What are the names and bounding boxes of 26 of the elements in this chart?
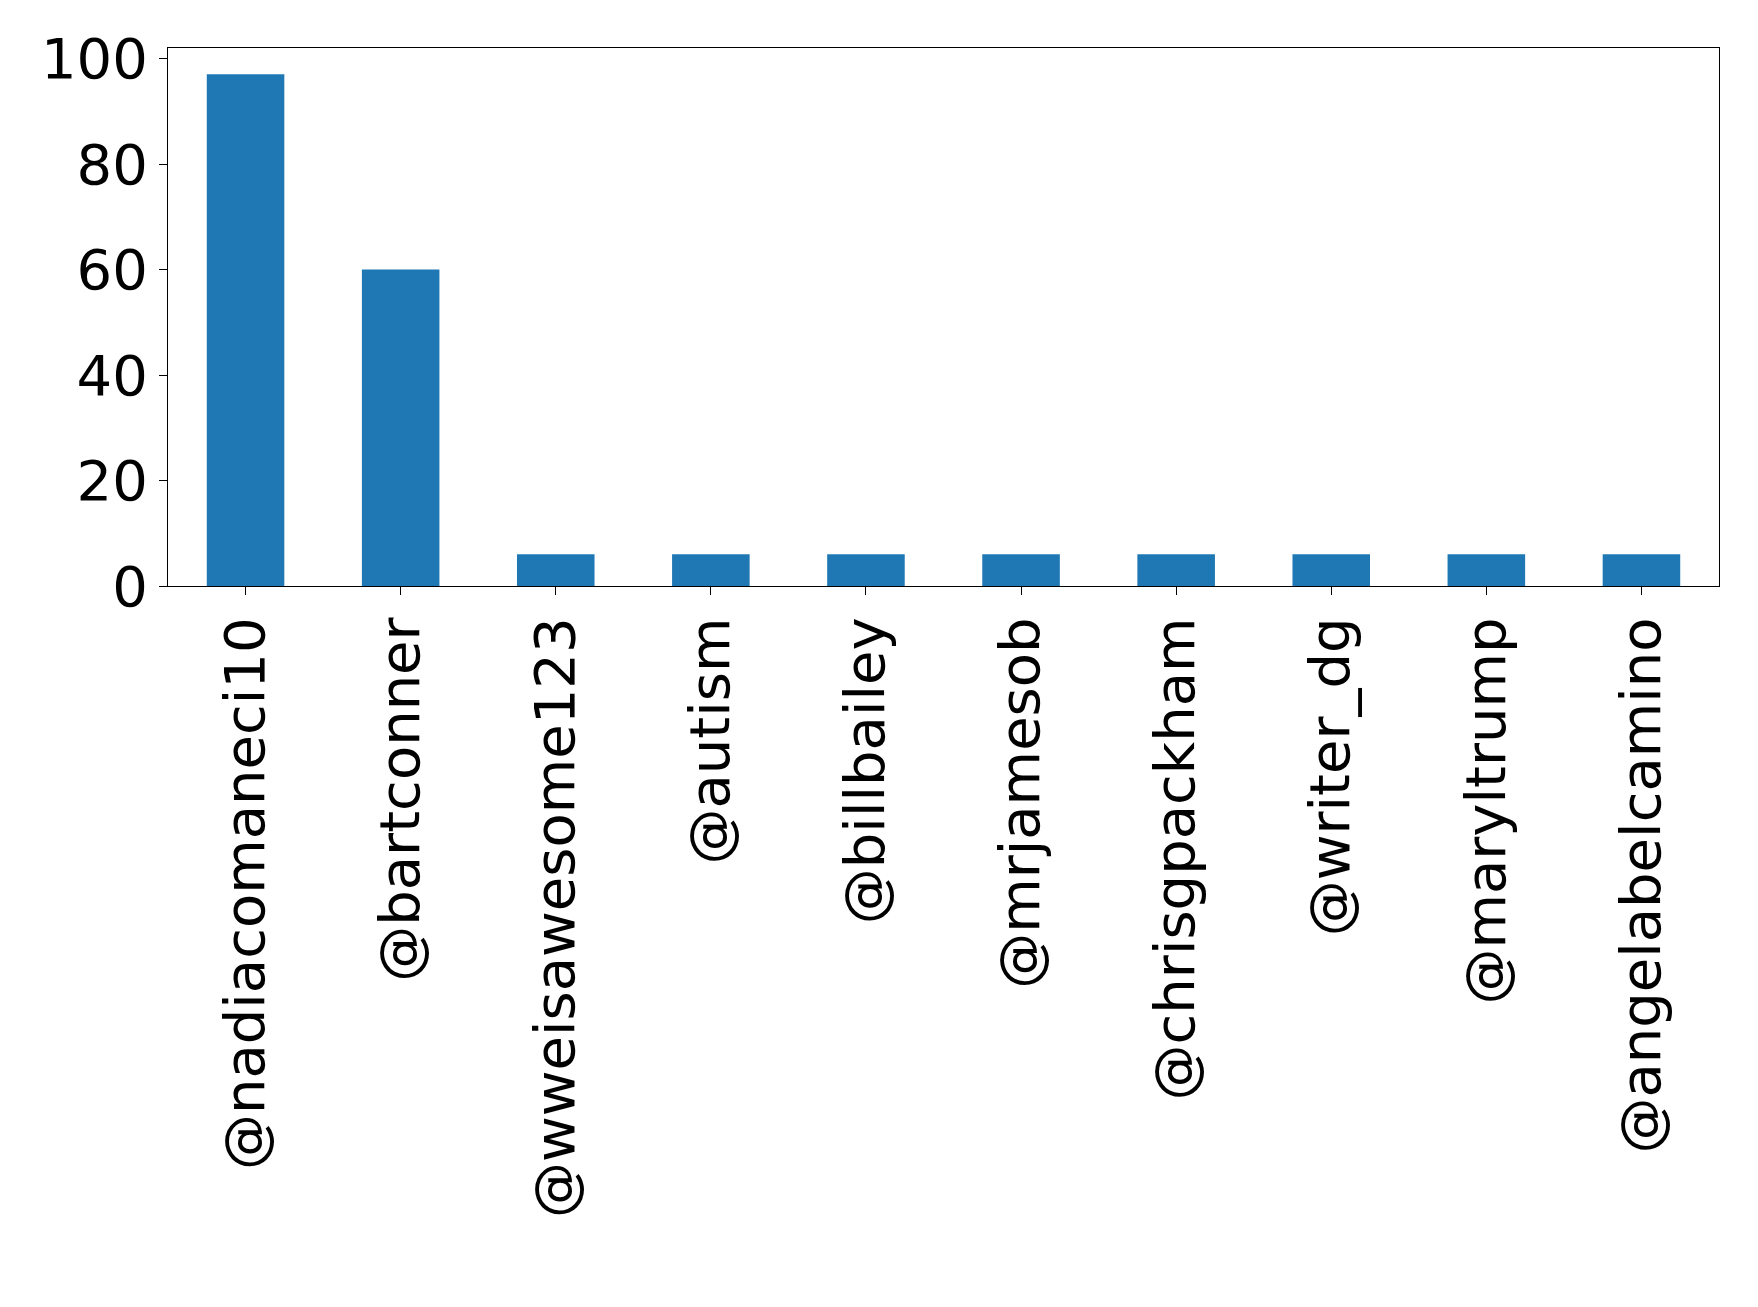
x-tick-label: @maryltrump bbox=[1452, 617, 1518, 1005]
bar bbox=[361, 269, 440, 586]
y-tick-label: 60 bbox=[76, 237, 148, 303]
x-tick-label: @writer_dg bbox=[1297, 617, 1363, 937]
bar bbox=[1292, 554, 1371, 586]
bar bbox=[516, 554, 595, 586]
y-tick-label: 40 bbox=[76, 342, 148, 408]
x-tick-label: @chrisgpackham bbox=[1142, 617, 1208, 1101]
y-tick-label: 20 bbox=[76, 448, 148, 514]
x-tick-label: @billbailey bbox=[832, 617, 898, 925]
bar bbox=[672, 554, 750, 586]
bar bbox=[827, 554, 905, 586]
y-tick-label: 80 bbox=[76, 131, 148, 197]
bar bbox=[1137, 554, 1215, 586]
bar bbox=[982, 554, 1060, 586]
bar bbox=[206, 74, 285, 586]
x-tick-label: @bartconner bbox=[366, 616, 432, 982]
y-tick-label: 100 bbox=[40, 26, 148, 92]
x-tick-label: @angelabelcamino bbox=[1607, 617, 1673, 1154]
bar bbox=[1447, 554, 1526, 586]
bar bbox=[1602, 554, 1681, 586]
x-tick-label: @mrjamesob bbox=[987, 617, 1053, 989]
y-tick-label: 0 bbox=[112, 553, 148, 619]
x-tick-label: @autism bbox=[677, 617, 743, 865]
x-tick-label: @wweisawesome123 bbox=[521, 617, 587, 1219]
x-tick-label: @nadiacomaneci10 bbox=[211, 617, 277, 1171]
